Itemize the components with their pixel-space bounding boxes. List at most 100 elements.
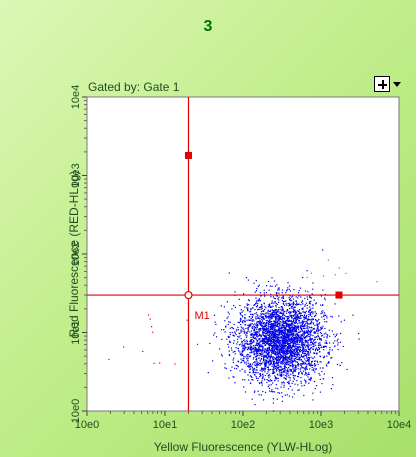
event-point — [284, 357, 286, 359]
event-point — [220, 354, 223, 356]
event-point — [262, 310, 264, 312]
event-point — [278, 296, 280, 298]
event-point — [261, 380, 263, 382]
event-point — [248, 324, 250, 326]
event-point — [275, 319, 277, 321]
event-point — [253, 362, 255, 364]
event-point — [299, 341, 301, 343]
event-point — [259, 328, 261, 330]
event-point — [312, 313, 314, 315]
event-point — [276, 369, 278, 371]
event-point — [228, 377, 230, 379]
event-point — [309, 301, 311, 303]
gate-handle[interactable] — [184, 151, 192, 159]
event-point — [247, 310, 249, 312]
event-point — [278, 349, 280, 351]
event-point — [287, 310, 289, 312]
event-point — [294, 306, 296, 308]
event-point — [256, 323, 258, 325]
event-point — [278, 370, 280, 372]
event-point — [253, 346, 255, 348]
plot-area[interactable] — [86, 96, 400, 412]
event-point — [313, 352, 315, 354]
event-point — [287, 362, 289, 364]
event-point — [273, 311, 275, 313]
event-point — [294, 330, 296, 333]
event-point — [303, 367, 305, 369]
event-point — [306, 314, 308, 316]
event-point — [250, 339, 252, 341]
event-point — [295, 365, 297, 367]
event-point — [292, 307, 294, 310]
event-point — [259, 373, 261, 375]
event-point — [316, 361, 318, 363]
event-point — [306, 332, 308, 334]
event-point — [329, 342, 331, 344]
event-point — [291, 350, 293, 352]
event-point — [298, 295, 300, 297]
event-point — [272, 305, 274, 307]
event-point — [288, 382, 290, 384]
event-point — [288, 335, 290, 337]
event-point — [284, 365, 286, 367]
event-point — [277, 316, 279, 318]
event-point — [306, 357, 308, 359]
gate-center-handle[interactable] — [184, 290, 193, 300]
event-point — [277, 380, 279, 382]
event-point — [294, 355, 296, 357]
event-point — [286, 324, 288, 326]
event-point — [324, 345, 326, 348]
event-point — [295, 361, 297, 363]
event-point — [268, 331, 270, 333]
event-point — [273, 344, 275, 346]
event-point — [292, 334, 294, 336]
event-point — [289, 344, 291, 346]
event-point — [281, 337, 283, 339]
event-point — [228, 272, 230, 274]
event-point — [310, 297, 313, 299]
event-point — [317, 327, 319, 329]
event-point — [280, 339, 282, 342]
quadrant-gate[interactable]: M1 — [87, 97, 399, 411]
event-point — [288, 395, 291, 397]
event-point — [276, 344, 278, 346]
event-point — [269, 319, 271, 321]
event-point — [259, 345, 261, 347]
event-point — [229, 321, 231, 323]
event-point — [245, 361, 247, 363]
event-point — [270, 293, 272, 295]
gate-handle[interactable] — [335, 291, 343, 299]
event-point — [265, 313, 267, 315]
event-point — [290, 346, 292, 348]
event-point — [299, 312, 301, 314]
event-point — [313, 299, 315, 301]
event-point — [285, 336, 287, 338]
event-point — [271, 349, 273, 351]
event-point — [243, 345, 245, 347]
event-point — [250, 349, 252, 351]
event-point — [268, 346, 271, 349]
event-point — [295, 356, 297, 358]
plot-menu-button[interactable] — [374, 76, 401, 94]
event-point — [294, 366, 296, 368]
event-point — [331, 377, 334, 379]
event-point — [242, 322, 244, 324]
event-point — [243, 344, 245, 346]
event-point — [277, 301, 280, 303]
event-point — [281, 372, 283, 374]
event-point — [272, 358, 274, 360]
event-point — [298, 331, 300, 333]
event-point — [291, 344, 293, 346]
event-point — [283, 360, 285, 362]
event-point — [277, 377, 279, 380]
event-point — [301, 328, 303, 330]
event-point — [282, 297, 284, 299]
event-point — [257, 362, 259, 364]
event-point — [329, 347, 331, 349]
event-point — [289, 368, 291, 370]
event-point — [277, 334, 279, 337]
event-point — [295, 296, 297, 298]
event-point — [283, 353, 285, 355]
event-point — [288, 381, 290, 383]
event-point — [267, 353, 270, 355]
